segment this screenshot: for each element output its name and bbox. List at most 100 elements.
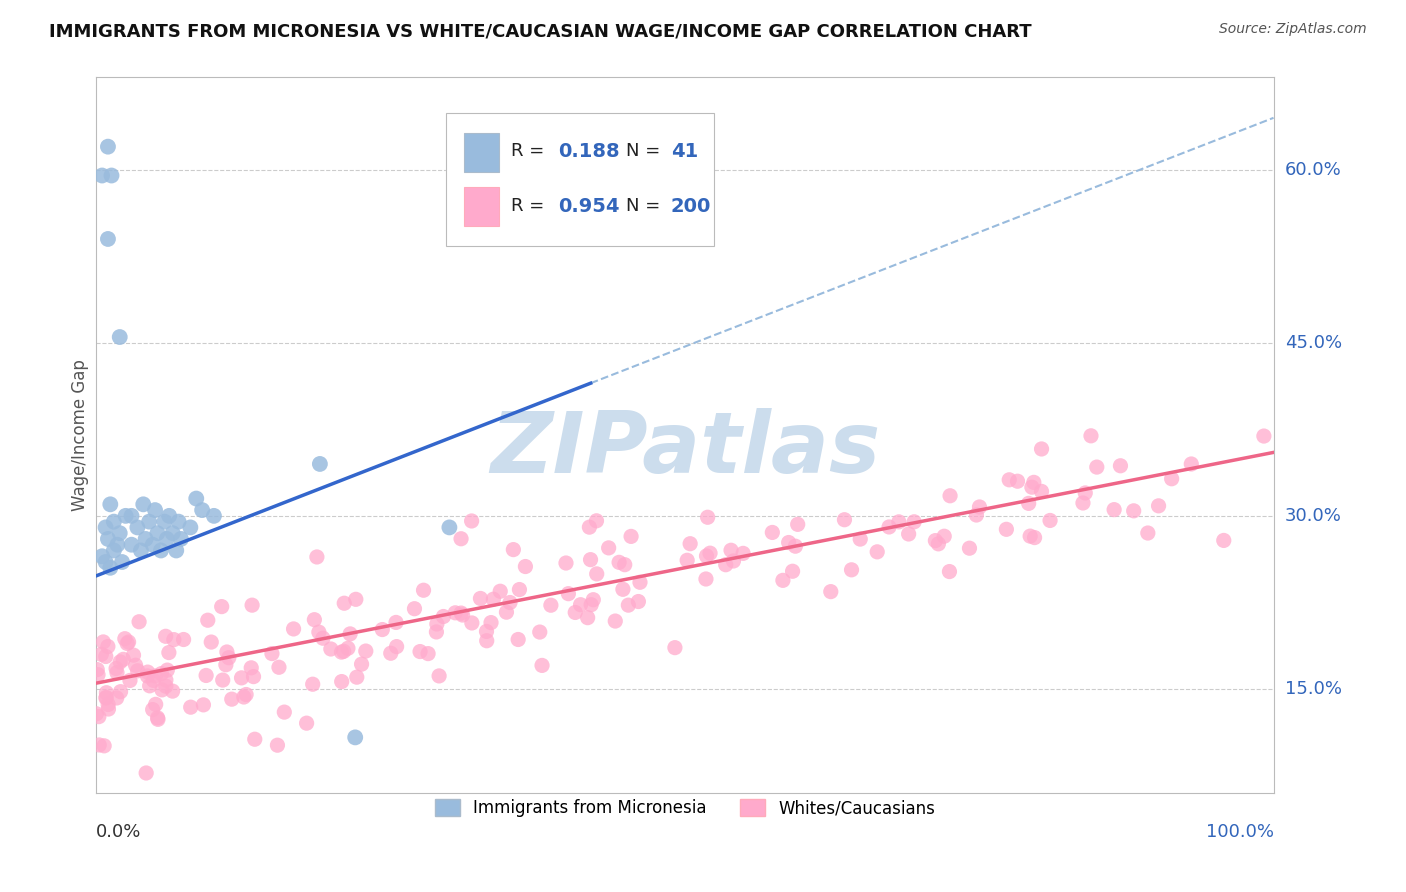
Point	[1019, 529, 1042, 543]
Point	[965, 508, 987, 522]
Point	[240, 598, 263, 612]
Point	[115, 636, 138, 650]
Point	[585, 514, 607, 528]
Point	[97, 532, 120, 546]
Point	[385, 615, 408, 630]
Point	[887, 515, 910, 529]
Point	[127, 664, 149, 678]
Point	[664, 640, 686, 655]
Point	[1180, 457, 1202, 471]
Point	[1074, 486, 1097, 500]
Point	[579, 598, 602, 612]
Point	[195, 668, 218, 682]
Point	[576, 610, 599, 624]
Point	[221, 692, 243, 706]
Point	[1039, 513, 1062, 527]
Text: 41: 41	[671, 142, 697, 161]
Point	[94, 520, 117, 534]
Point	[191, 503, 214, 517]
Point	[515, 559, 537, 574]
Point	[180, 700, 202, 714]
Point	[273, 705, 295, 719]
Point	[186, 491, 208, 506]
Text: 30.0%: 30.0%	[1285, 507, 1341, 524]
Point	[111, 555, 134, 569]
Point	[142, 673, 165, 688]
Point	[94, 691, 117, 706]
Point	[1147, 499, 1170, 513]
Point	[304, 613, 326, 627]
Point	[612, 582, 634, 597]
Point	[1085, 460, 1108, 475]
Point	[1024, 531, 1046, 545]
Point	[267, 660, 290, 674]
Point	[145, 669, 167, 683]
Point	[450, 606, 472, 620]
Point	[927, 537, 949, 551]
Point	[118, 673, 141, 688]
Point	[197, 613, 219, 627]
Point	[1136, 526, 1159, 541]
Text: 45.0%: 45.0%	[1285, 334, 1341, 351]
Point	[820, 584, 842, 599]
Point	[330, 645, 353, 659]
Point	[425, 624, 447, 639]
Point	[136, 665, 159, 679]
Point	[785, 539, 807, 553]
Point	[235, 688, 257, 702]
Point	[723, 554, 745, 568]
Text: N =: N =	[626, 197, 666, 215]
Point	[598, 541, 620, 555]
Point	[142, 702, 165, 716]
Point	[1102, 502, 1125, 516]
Point	[266, 738, 288, 752]
Point	[295, 716, 318, 731]
Point	[146, 711, 169, 725]
Point	[350, 657, 373, 672]
Point	[135, 532, 157, 546]
Point	[451, 607, 474, 622]
Point	[849, 532, 872, 546]
Point	[138, 679, 160, 693]
Point	[145, 698, 167, 712]
Point	[613, 558, 636, 572]
Point	[231, 671, 253, 685]
Point	[412, 583, 434, 598]
Text: 200: 200	[671, 197, 711, 216]
Point	[135, 766, 157, 780]
Point	[460, 514, 482, 528]
Point	[569, 598, 592, 612]
Point	[834, 513, 856, 527]
Point	[579, 552, 602, 566]
FancyBboxPatch shape	[446, 113, 714, 245]
Point	[627, 594, 650, 608]
Point	[108, 655, 131, 669]
Bar	[464, 133, 499, 172]
Point	[439, 520, 461, 534]
Point	[470, 591, 492, 606]
Point	[97, 640, 120, 654]
Text: R =: R =	[510, 142, 550, 161]
Point	[607, 555, 630, 569]
Point	[96, 690, 118, 705]
Point	[733, 546, 755, 560]
Point	[502, 542, 524, 557]
Point	[218, 650, 240, 665]
Point	[540, 598, 562, 612]
Point	[309, 457, 332, 471]
Point	[995, 522, 1018, 536]
Point	[308, 625, 330, 640]
Point	[86, 706, 108, 721]
Point	[143, 503, 166, 517]
Point	[934, 529, 956, 543]
Point	[103, 515, 125, 529]
Point	[330, 674, 353, 689]
Point	[332, 644, 354, 658]
Text: 0.188: 0.188	[558, 142, 619, 161]
Point	[578, 520, 600, 534]
Point	[1071, 496, 1094, 510]
Point	[136, 669, 159, 683]
Point	[121, 538, 143, 552]
Point	[112, 652, 135, 666]
Point	[156, 663, 179, 677]
